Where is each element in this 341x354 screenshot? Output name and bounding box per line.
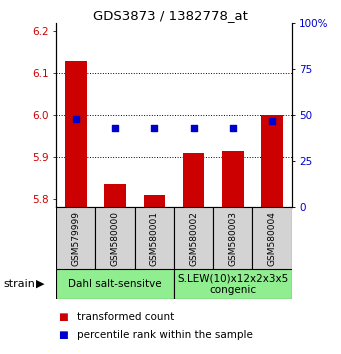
Text: percentile rank within the sample: percentile rank within the sample xyxy=(77,330,253,339)
Bar xyxy=(104,184,126,207)
Point xyxy=(191,125,196,131)
Bar xyxy=(174,269,292,299)
Text: GSM580003: GSM580003 xyxy=(228,211,237,266)
Bar xyxy=(144,195,165,207)
Bar xyxy=(252,207,292,269)
Text: ▶: ▶ xyxy=(36,279,44,289)
Bar xyxy=(261,115,283,207)
Bar xyxy=(222,150,243,207)
Text: GSM580001: GSM580001 xyxy=(150,211,159,266)
Text: Dahl salt-sensitve: Dahl salt-sensitve xyxy=(68,279,162,289)
Bar xyxy=(213,207,252,269)
Text: GSM580002: GSM580002 xyxy=(189,211,198,266)
Bar xyxy=(65,61,87,207)
Text: ■: ■ xyxy=(58,330,68,339)
Point xyxy=(269,118,275,124)
Point xyxy=(113,125,118,131)
Text: GSM580004: GSM580004 xyxy=(267,211,277,266)
Bar xyxy=(135,207,174,269)
Bar xyxy=(183,153,204,207)
Text: GDS3873 / 1382778_at: GDS3873 / 1382778_at xyxy=(93,9,248,22)
Point xyxy=(151,125,157,131)
Point xyxy=(230,125,235,131)
Text: GSM579999: GSM579999 xyxy=(71,211,80,266)
Text: strain: strain xyxy=(3,279,35,289)
Bar xyxy=(95,207,135,269)
Text: transformed count: transformed count xyxy=(77,312,174,322)
Text: S.LEW(10)x12x2x3x5
congenic: S.LEW(10)x12x2x3x5 congenic xyxy=(177,273,288,295)
Bar xyxy=(56,207,95,269)
Text: GSM580000: GSM580000 xyxy=(110,211,120,266)
Text: ■: ■ xyxy=(58,312,68,322)
Bar xyxy=(56,269,174,299)
Point xyxy=(73,116,78,121)
Bar xyxy=(174,207,213,269)
